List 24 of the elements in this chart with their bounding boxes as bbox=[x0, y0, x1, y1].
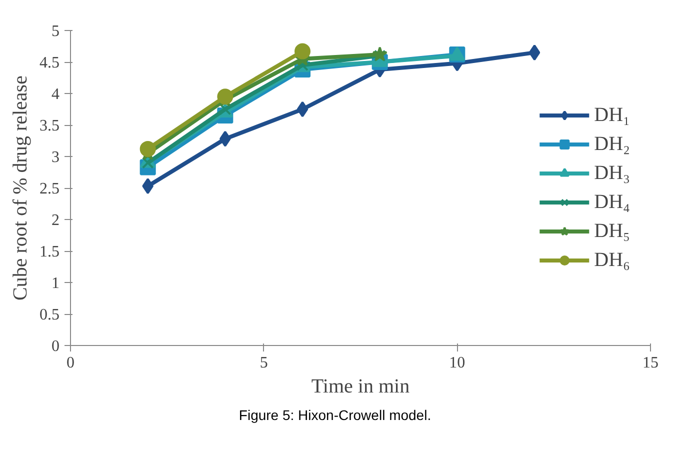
y-tick-label: 3.5 bbox=[40, 118, 60, 134]
y-tick-label: 2 bbox=[52, 212, 60, 229]
y-tick-label: 5 bbox=[52, 23, 60, 40]
y-tick-label: 0.5 bbox=[40, 306, 60, 324]
legend-label: DH₁ bbox=[594, 104, 630, 126]
caption: Figure 5: Hixon-Crowell model. bbox=[238, 406, 432, 425]
x-tick-label: 10 bbox=[449, 354, 466, 372]
legend-label: DH₆ bbox=[594, 248, 630, 272]
y-tick-label: 2.5 bbox=[40, 180, 60, 198]
y-tick-label: 1.5 bbox=[40, 244, 60, 260]
y-tick-label: 3 bbox=[52, 149, 60, 166]
legend-label: DH₂ bbox=[594, 132, 630, 156]
x-axis-title: Time in min bbox=[311, 376, 410, 398]
legend-label: DH₅ bbox=[594, 220, 630, 242]
legend-label: DH₄ bbox=[594, 190, 630, 214]
x-tick-label: 0 bbox=[66, 354, 74, 372]
y-axis-title: Cube root of % drug release bbox=[10, 75, 32, 300]
y-tick-label: 4.5 bbox=[40, 54, 60, 72]
x-tick-label: 15 bbox=[642, 354, 658, 372]
legend-label: DH₃ bbox=[594, 162, 630, 184]
y-tick-label: 0 bbox=[52, 338, 60, 355]
y-tick-label: 1 bbox=[52, 275, 60, 292]
y-tick-label: 4 bbox=[52, 86, 60, 103]
x-tick-label: 5 bbox=[260, 354, 268, 372]
